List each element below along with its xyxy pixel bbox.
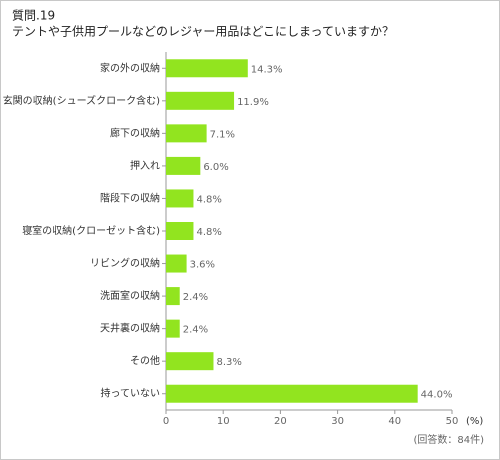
x-tick-label: 20 [274,416,287,427]
chart-title: 質問.19 [12,8,55,23]
note: (回答数：84件) [413,433,484,446]
value-label: 2.4% [183,325,208,336]
bar [166,156,201,175]
x-tick-label: 10 [217,416,230,427]
y-tick-label: 持っていない [101,387,161,400]
y-tick-label: 廊下の収納 [110,126,160,139]
value-label: 3.6% [190,260,215,271]
value-label: 2.4% [183,292,208,303]
x-tick-label: 50 [446,416,459,427]
y-tick-label: 階段下の収納 [100,191,160,204]
x-axis-unit: (%) [466,416,483,427]
value-label: 11.9% [237,97,269,108]
bar [166,254,187,273]
bar [166,222,194,240]
bar [166,352,214,371]
bar [166,384,418,403]
value-label: 4.8% [196,194,221,205]
value-label: 14.3% [251,64,283,75]
value-label: 44.0% [421,390,453,401]
y-tick-label: リビングの収納 [90,257,160,270]
value-label: 4.8% [196,227,221,238]
y-tick-label: 寝室の収納(クローゼット含む) [22,224,160,237]
y-tick-label: 天井裏の収納 [100,322,160,335]
chart-subtitle: テントや子供用プールなどのレジャー用品はどこにしまっていますか？ [12,25,394,39]
y-tick-label: 押入れ [130,159,160,172]
bar [166,319,180,338]
value-label: 6.0% [203,162,228,173]
y-tick-label: その他 [130,354,160,367]
value-label: 8.3% [216,357,241,368]
bar [166,124,207,143]
bar [166,91,235,110]
y-tick-label: 家の外の収納 [100,61,160,74]
x-tick-label: 40 [388,416,401,427]
bar [166,189,194,208]
x-tick-label: 30 [331,416,344,427]
bar [166,59,248,78]
y-tick-label: 洗面室の収納 [100,289,160,302]
y-tick-label: 玄関の収納(シューズクローク含む) [3,94,160,107]
x-tick-label: 0 [163,416,169,427]
value-label: 7.1% [210,129,235,140]
bar [166,287,180,306]
